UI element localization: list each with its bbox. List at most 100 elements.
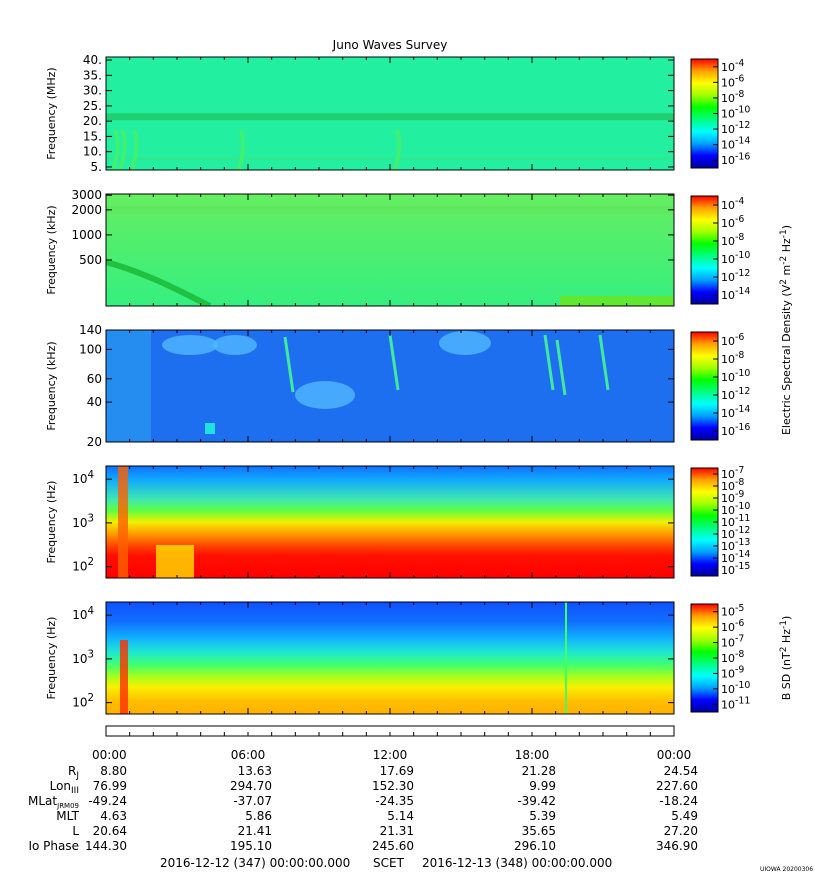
y-axis-label: Frequency (kHz) [45, 341, 58, 430]
colorbar-tick-label: 10-8 [721, 649, 744, 665]
colorbar-tick-label: 10-6 [721, 618, 744, 634]
ephemeris-value: 294.70 [230, 779, 272, 793]
colorbar-tick-label: 10-8 [721, 89, 744, 105]
panel-lfr-low-e: 104 103 102 Frequency (Hz) 10-710-810-910-10… [45, 465, 750, 579]
colorbar-tick-label: 10-8 [721, 350, 744, 366]
chart-title: Juno Waves Survey [332, 38, 448, 52]
panel-hfr-high: 40.35. 30.25.20.15. 10.5. Frequency (MHz) 10… [45, 53, 750, 174]
burst-feature [156, 545, 194, 578]
ephemeris-value: 9.99 [529, 779, 556, 793]
y-tick-label: 103 [72, 514, 94, 530]
colorbar-tick-label: 10-7 [721, 465, 744, 481]
colorbar-tick-label: 10-4 [721, 196, 744, 212]
y-tick-label: 100 [79, 342, 102, 356]
emission-blob [205, 423, 215, 434]
colorbar-tick-label: 10-10 [721, 680, 750, 696]
ephemeris-value: 21.31 [380, 824, 414, 838]
y-tick-label: 104 [72, 606, 94, 622]
ephemeris-value: 195.10 [230, 839, 272, 853]
emission-band [106, 113, 674, 121]
ephemeris-value: 5.86 [245, 809, 272, 823]
spectrogram-lfr-high [106, 330, 674, 442]
ephemeris-value: 13.63 [238, 764, 272, 778]
burst-feature [120, 640, 128, 714]
colorbar-tick-label: 10-9 [721, 489, 744, 505]
ephemeris-value: 227.60 [656, 779, 698, 793]
drift-feature [283, 336, 295, 393]
y-tick-label: 10. [83, 145, 102, 159]
spectrogram-background [106, 602, 674, 714]
ephemeris-value: -49.24 [88, 794, 127, 808]
colorbar-tick-label: 10-16 [721, 422, 750, 438]
emission-blob [162, 335, 218, 355]
drift-feature [555, 339, 567, 396]
ephemeris-value: 144.30 [85, 839, 127, 853]
spectrogram-lfr-low-e [106, 466, 674, 578]
y-tick-label: 35. [83, 68, 102, 82]
footer-end: 2016-12-13 (348) 00:00:00.000 [422, 856, 612, 870]
y-axis-label: Frequency (kHz) [45, 205, 58, 294]
y-tick-label: 40. [83, 53, 102, 67]
colorbar-tick-label: 10-14 [721, 286, 750, 302]
y-tick-label: 40 [87, 395, 102, 409]
ephemeris-value: 346.90 [656, 839, 698, 853]
ephemeris-label: RJ [68, 764, 79, 781]
y-tick-label: 5. [91, 160, 102, 174]
x-tick-label: 12:00 [373, 748, 408, 762]
arc-feature [392, 129, 402, 170]
y-tick-label: 104 [72, 470, 94, 486]
colorbar-tick-label: 10-6 [721, 332, 744, 348]
spectrogram-hfr-high [106, 57, 674, 170]
colorbar-label: B SD (nT2 Hz-1) [779, 616, 793, 701]
colorbar-tick-label: 10-6 [721, 214, 744, 230]
colorbar-frame [690, 331, 719, 441]
spectrogram-background [106, 466, 674, 578]
colorbar-tick-label: 10-8 [721, 232, 744, 248]
arc-feature [236, 129, 246, 170]
drift-feature [388, 334, 400, 391]
ephemeris-value: 5.14 [387, 809, 414, 823]
ephemeris-value: 8.80 [100, 764, 127, 778]
colorbar-tick-label: 10-12 [721, 120, 750, 136]
credit-stamp: UIOWA 20200306 [760, 866, 813, 873]
ephemeris-value: 245.60 [372, 839, 414, 853]
colorbar-frame [690, 195, 719, 305]
y-tick-label: 3000 [71, 188, 102, 202]
y-tick-label: 102 [72, 557, 94, 573]
x-tick-label: 06:00 [231, 748, 266, 762]
ephemeris-value: 20.64 [93, 824, 127, 838]
footer-scet: SCET [373, 856, 405, 870]
colorbar-tick-label: 10-12 [721, 386, 750, 402]
ephemeris-value: 27.20 [664, 824, 698, 838]
ephemeris-value: -18.24 [659, 794, 698, 808]
colorbar-tick-label: 10-7 [721, 634, 744, 650]
drift-feature [543, 334, 555, 391]
colorbar-tick-label: 10-8 [721, 477, 744, 493]
colorbar [691, 196, 718, 304]
colorbar-tick-label: 10-10 [721, 105, 750, 121]
y-tick-label: 500 [79, 253, 102, 267]
x-tick-label: 00:00 [92, 748, 127, 762]
y-axis-label: Frequency (Hz) [45, 617, 58, 700]
colorbar-tick-label: 10-5 [721, 603, 744, 619]
y-axis-label: Frequency (MHz) [45, 67, 58, 159]
ephemeris-label: L [72, 824, 79, 838]
y-tick-label: 25. [83, 99, 102, 113]
colorbar-tick-label: 10-10 [721, 501, 750, 517]
colorbar-tick-label: 10-12 [721, 268, 750, 284]
ephemeris-value: 5.49 [671, 809, 698, 823]
ephemeris-value: 4.63 [100, 809, 127, 823]
ephemeris-value: -24.35 [375, 794, 414, 808]
ephemeris-value: 76.99 [93, 779, 127, 793]
colorbar-tick-label: 10-11 [721, 695, 750, 711]
y-axis-label: Frequency (Hz) [45, 481, 58, 564]
emission-blob [106, 330, 151, 442]
burst-feature [118, 466, 128, 578]
emission-band [106, 157, 674, 161]
y-tick-label: 15. [83, 129, 102, 143]
ephemeris-value: -37.07 [233, 794, 272, 808]
y-tick-label: 20 [87, 435, 102, 449]
colorbar-tick-label: 10-16 [721, 151, 750, 167]
